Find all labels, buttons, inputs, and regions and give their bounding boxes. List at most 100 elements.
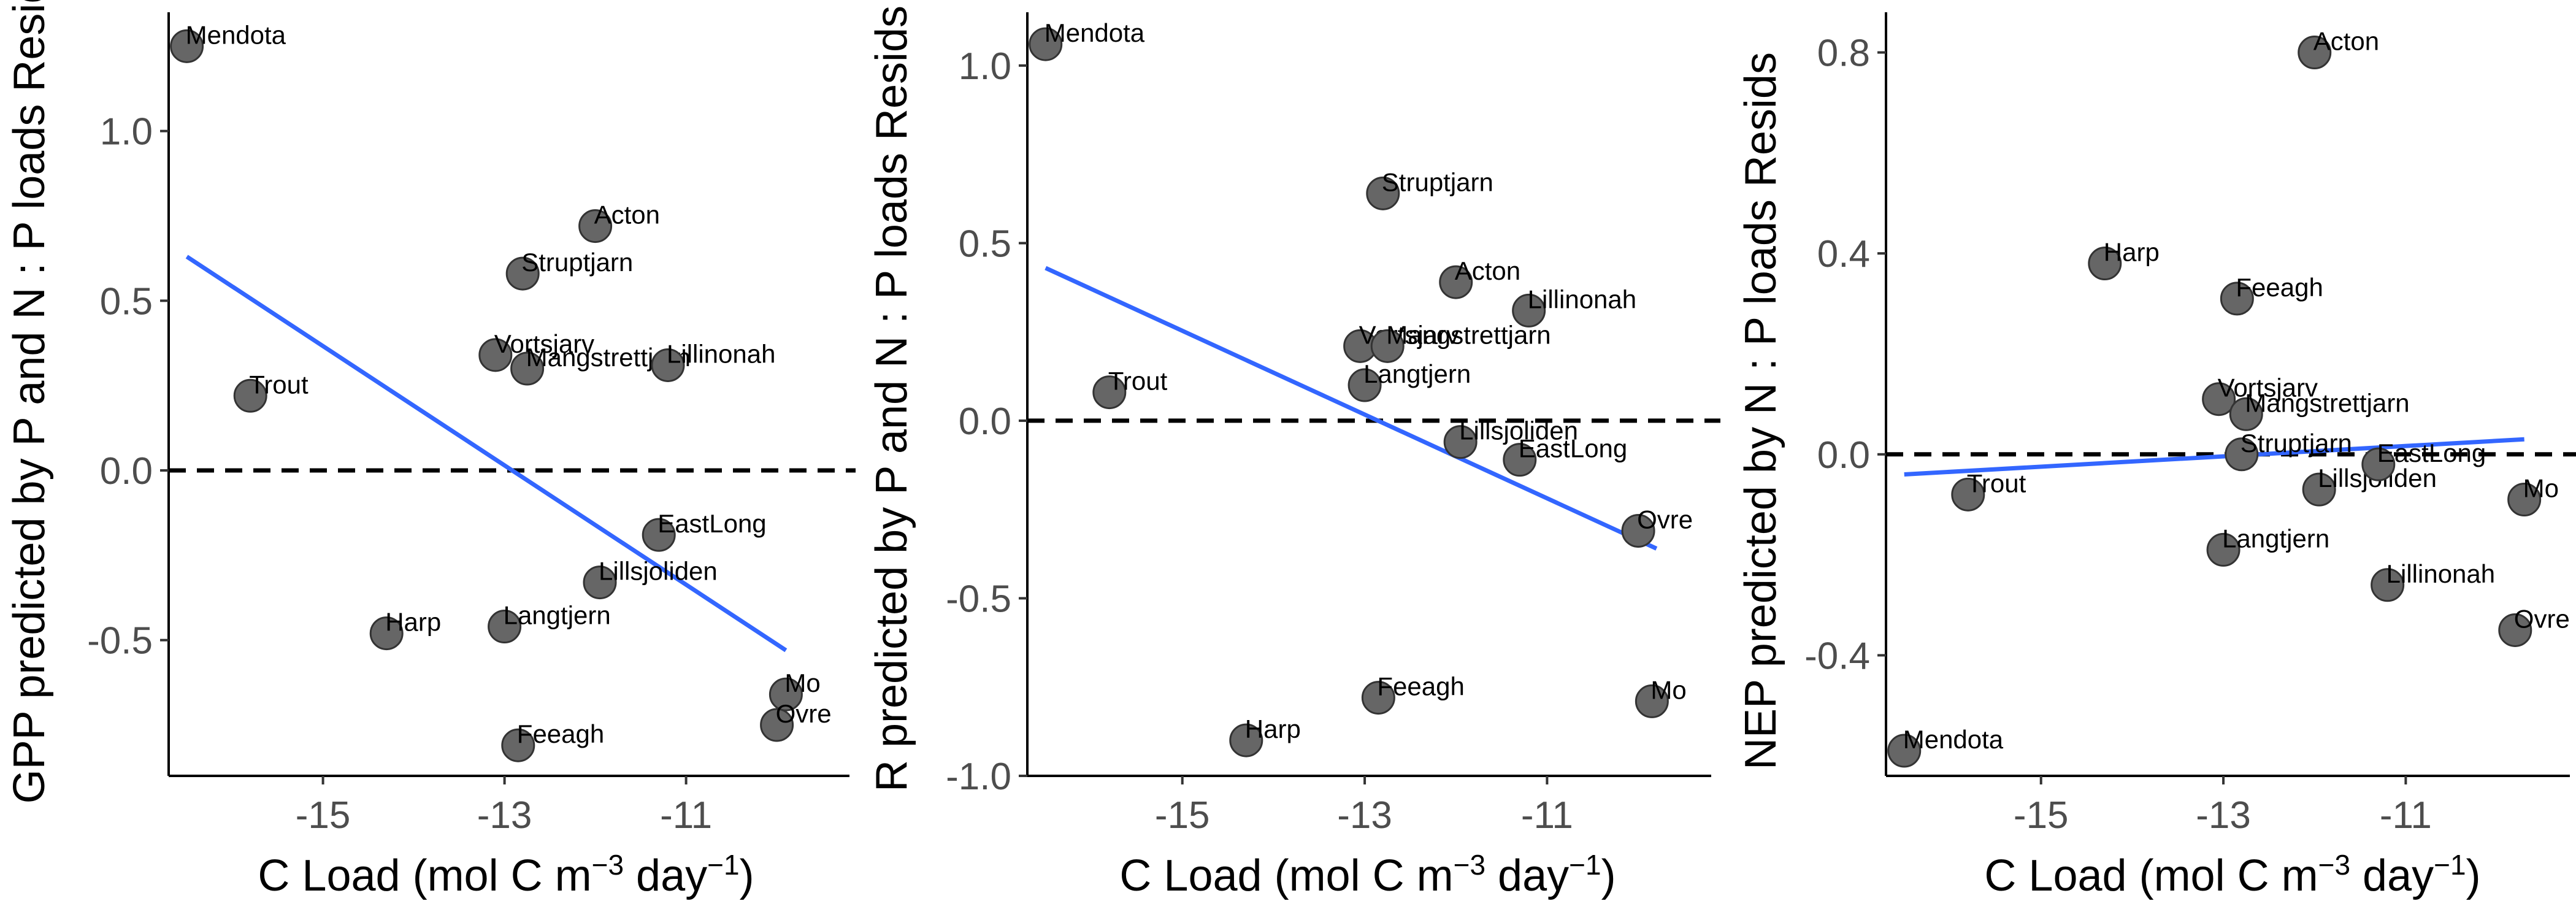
y-tick-label: -0.5 <box>87 620 153 662</box>
x-axis-title-exp-day: −1 <box>1569 849 1601 881</box>
x-axis-title-exp-m: −3 <box>2318 849 2350 881</box>
data-point <box>2220 282 2254 316</box>
x-tick-label: -15 <box>296 794 351 837</box>
point-label: Struptjarn <box>2241 429 2352 458</box>
point-label: Vortsjarv <box>494 329 594 358</box>
y-tick-label: 0.4 <box>1817 233 1870 275</box>
regression-line <box>1904 437 2524 477</box>
data-point <box>478 338 513 372</box>
point-label: Trout <box>1108 367 1168 396</box>
x-tick-label: -13 <box>477 794 532 837</box>
data-point <box>1366 176 1400 210</box>
data-point <box>501 728 535 762</box>
data-point <box>1229 723 1263 757</box>
data-point <box>1370 329 1405 363</box>
point-label: Harp <box>385 608 441 637</box>
x-tick-label: -13 <box>2196 794 2251 837</box>
point-label: Acton <box>594 201 660 229</box>
point-label: Mo <box>1650 675 1686 704</box>
x-axis-title: C Load (mol C m−3 day−1) <box>1119 849 1616 900</box>
point-label: Lillinonah <box>667 339 775 368</box>
point-label: Langtjern <box>504 601 611 630</box>
point-label: Harp <box>1245 715 1301 743</box>
point-label: Mo <box>2523 474 2559 503</box>
data-point <box>2225 437 2259 472</box>
data-point <box>2361 447 2396 481</box>
data-point <box>2507 483 2542 517</box>
data-point <box>2302 472 2336 507</box>
data-point <box>233 378 267 413</box>
point-label: Feeagh <box>517 719 604 748</box>
y-axis-title: R predicted by P and N : P loads Resids <box>867 6 916 792</box>
x-axis-title: C Load (mol C m−3 day−1) <box>258 849 754 900</box>
point-label: Mendota <box>1045 18 1145 47</box>
regression-line <box>1045 266 1658 551</box>
x-axis-title-mid: day <box>624 851 707 900</box>
point-label: Mendota <box>186 20 286 49</box>
data-point <box>1887 734 1922 768</box>
point-label: Acton <box>2313 27 2379 56</box>
x-axis-title-main: C Load (mol C m <box>1984 851 2318 900</box>
y-tick-label: -0.4 <box>1804 635 1870 677</box>
y-tick-label: 0.8 <box>1817 33 1870 75</box>
data-point <box>760 708 794 742</box>
data-point <box>651 348 685 382</box>
data-point <box>1951 477 1985 512</box>
y-tick-label: 1.0 <box>100 111 153 153</box>
y-tick-label: 0.0 <box>1817 434 1870 477</box>
panel-r: R predicted by P and N : P loads Resids … <box>867 6 1720 900</box>
x-tick-label: -11 <box>2380 794 2432 837</box>
point-label: Acton <box>1455 256 1520 285</box>
point-label: Struptjarn <box>521 248 633 277</box>
point-label: Harp <box>2104 238 2160 267</box>
point-label: Ovre <box>1637 505 1693 534</box>
x-axis-title-end: ) <box>740 851 754 900</box>
data-point <box>578 209 613 243</box>
x-axis-title-main: C Load (mol C m <box>1119 851 1453 900</box>
data-point <box>769 677 803 711</box>
data-point <box>2202 382 2236 416</box>
point-label: Ovre <box>776 699 832 728</box>
y-axis-title: NEP predicted by N : P loads Resids <box>1736 52 1785 770</box>
data-point <box>1503 443 1537 477</box>
data-point <box>170 29 204 63</box>
point-label: Lillinonah <box>2386 559 2495 588</box>
x-axis-title-end: ) <box>1601 851 1616 900</box>
y-axis-title: GPP predicted by P and N : P loads Resid… <box>5 0 54 803</box>
data-point <box>2371 568 2405 602</box>
point-label: Struptjarn <box>1382 167 1493 196</box>
y-tick-label: 1.0 <box>959 45 1011 88</box>
x-axis-title-mid: day <box>1485 851 1569 900</box>
point-label: Lillinonah <box>1528 285 1636 313</box>
x-axis-title: C Load (mol C m−3 day−1) <box>1984 849 2480 900</box>
data-point <box>1621 513 1655 548</box>
y-tick-label: 0.5 <box>100 280 153 323</box>
x-axis-title-exp-m: −3 <box>1454 849 1485 881</box>
data-point <box>1443 425 1478 459</box>
x-tick-label: -13 <box>1337 794 1392 837</box>
point-label: Feeagh <box>1377 672 1464 701</box>
point-label: Ovre <box>2514 604 2570 633</box>
point-label: Langtjern <box>1363 359 1471 388</box>
point-label: Mangstrettjarn <box>2245 388 2409 417</box>
point-label: Langtjern <box>2222 524 2329 553</box>
point-label: Vortsjarv <box>2218 374 2318 402</box>
point-label: EastLong <box>2377 439 2486 467</box>
panel-gpp: GPP predicted by P and N : P loads Resid… <box>5 0 856 900</box>
panel-nep: NEP predicted by N : P loads Resids -0.4… <box>1736 12 2576 900</box>
data-point <box>488 610 522 644</box>
point-label: Mo <box>784 669 820 697</box>
data-point <box>510 351 545 386</box>
point-label: Trout <box>249 370 309 399</box>
x-tick-label: -15 <box>1155 794 1210 837</box>
data-point <box>2229 397 2263 431</box>
y-tick-label: -0.5 <box>946 578 1011 620</box>
data-point <box>1029 27 1063 61</box>
point-label: EastLong <box>1519 434 1627 463</box>
x-axis-title-main: C Load (mol C m <box>258 851 591 900</box>
point-label: Lillsjoliden <box>1459 416 1578 445</box>
point-label: Feeagh <box>2236 273 2323 302</box>
data-point <box>2498 613 2532 647</box>
data-point <box>1092 375 1127 410</box>
regression-line <box>185 255 788 653</box>
